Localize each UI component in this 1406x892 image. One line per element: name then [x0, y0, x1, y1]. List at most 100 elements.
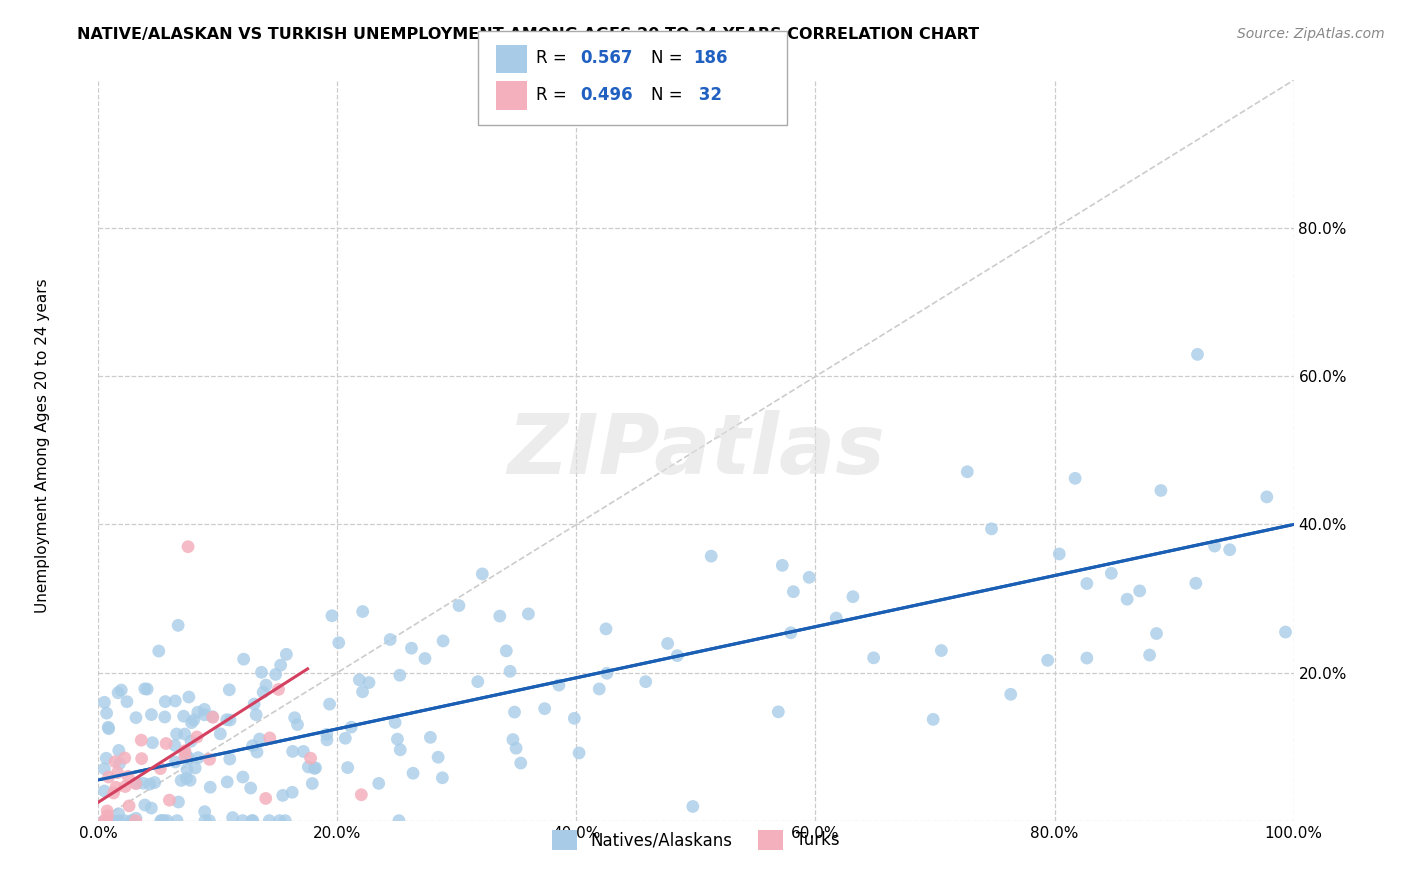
Point — [129, 733, 152, 747]
Point — [1036, 653, 1059, 667]
Point — [700, 549, 723, 563]
Point — [596, 666, 619, 681]
Text: 186: 186 — [693, 49, 728, 67]
Point — [427, 750, 450, 764]
Point — [259, 814, 281, 828]
Point — [413, 651, 436, 665]
Point — [134, 681, 156, 696]
Point — [194, 805, 217, 819]
Point — [193, 702, 215, 716]
Point — [176, 772, 198, 786]
Point — [1076, 576, 1098, 591]
Point — [352, 685, 374, 699]
Point — [657, 636, 679, 650]
Point — [242, 814, 264, 828]
Point — [467, 674, 489, 689]
Point — [107, 743, 129, 757]
Point — [200, 780, 222, 795]
Point — [170, 773, 193, 788]
Point — [97, 770, 120, 784]
Point — [682, 799, 704, 814]
Point — [488, 609, 510, 624]
Point — [779, 625, 801, 640]
Point — [131, 751, 153, 765]
Point — [1185, 576, 1208, 591]
Point — [107, 686, 129, 700]
Point — [922, 712, 945, 726]
Point — [562, 711, 585, 725]
Point — [388, 668, 411, 682]
Point — [219, 713, 242, 727]
Point — [180, 734, 202, 748]
Point — [243, 697, 266, 711]
Point — [505, 741, 527, 756]
Point — [297, 760, 319, 774]
Point — [114, 751, 136, 765]
Point — [97, 722, 120, 736]
Point — [194, 814, 217, 828]
Point — [186, 730, 208, 744]
Point — [201, 710, 224, 724]
Point — [281, 744, 304, 758]
Point — [97, 720, 120, 734]
Point — [292, 744, 315, 758]
Point — [447, 599, 470, 613]
Point — [125, 776, 148, 790]
Point — [201, 709, 224, 723]
Point — [96, 706, 118, 720]
Point — [548, 678, 571, 692]
Point — [117, 769, 139, 783]
Point — [1129, 583, 1152, 598]
Point — [110, 683, 132, 698]
Point — [118, 798, 141, 813]
Point — [218, 682, 240, 697]
Point — [1146, 626, 1168, 640]
Point — [93, 695, 115, 709]
Point — [163, 739, 186, 753]
Text: R =: R = — [536, 87, 567, 104]
Point — [103, 786, 125, 800]
Point — [232, 770, 254, 784]
Text: NATIVE/ALASKAN VS TURKISH UNEMPLOYMENT AMONG AGES 20 TO 24 YEARS CORRELATION CHA: NATIVE/ALASKAN VS TURKISH UNEMPLOYMENT A… — [77, 27, 980, 42]
Point — [96, 809, 118, 823]
Point — [198, 752, 221, 766]
Point — [284, 711, 307, 725]
Point — [503, 705, 526, 719]
Point — [114, 780, 136, 794]
Point — [357, 675, 380, 690]
Point — [124, 814, 146, 828]
Point — [401, 641, 423, 656]
Point — [112, 814, 135, 828]
Point — [1187, 347, 1209, 361]
Point — [367, 776, 389, 790]
Point — [387, 732, 409, 747]
Point — [107, 806, 129, 821]
Point — [1064, 471, 1087, 485]
Point — [93, 814, 115, 828]
Point — [93, 762, 115, 776]
Point — [321, 608, 343, 623]
Point — [782, 584, 804, 599]
Point — [132, 776, 155, 790]
Point — [150, 814, 173, 828]
Point — [141, 736, 163, 750]
Point — [98, 814, 121, 828]
Point — [328, 636, 350, 650]
Point — [517, 607, 540, 621]
Point — [152, 814, 174, 828]
Point — [768, 705, 790, 719]
Point — [173, 709, 195, 723]
Point — [568, 746, 591, 760]
Point — [240, 814, 263, 828]
Point — [193, 707, 215, 722]
Text: Source: ZipAtlas.com: Source: ZipAtlas.com — [1237, 27, 1385, 41]
Point — [281, 785, 304, 799]
Point — [250, 665, 273, 680]
Point — [246, 745, 269, 759]
Point — [166, 727, 188, 741]
Point — [149, 762, 172, 776]
Legend: Natives/Alaskans, Turks: Natives/Alaskans, Turks — [546, 823, 846, 856]
Point — [956, 465, 979, 479]
Point — [499, 665, 522, 679]
Point — [176, 751, 198, 765]
